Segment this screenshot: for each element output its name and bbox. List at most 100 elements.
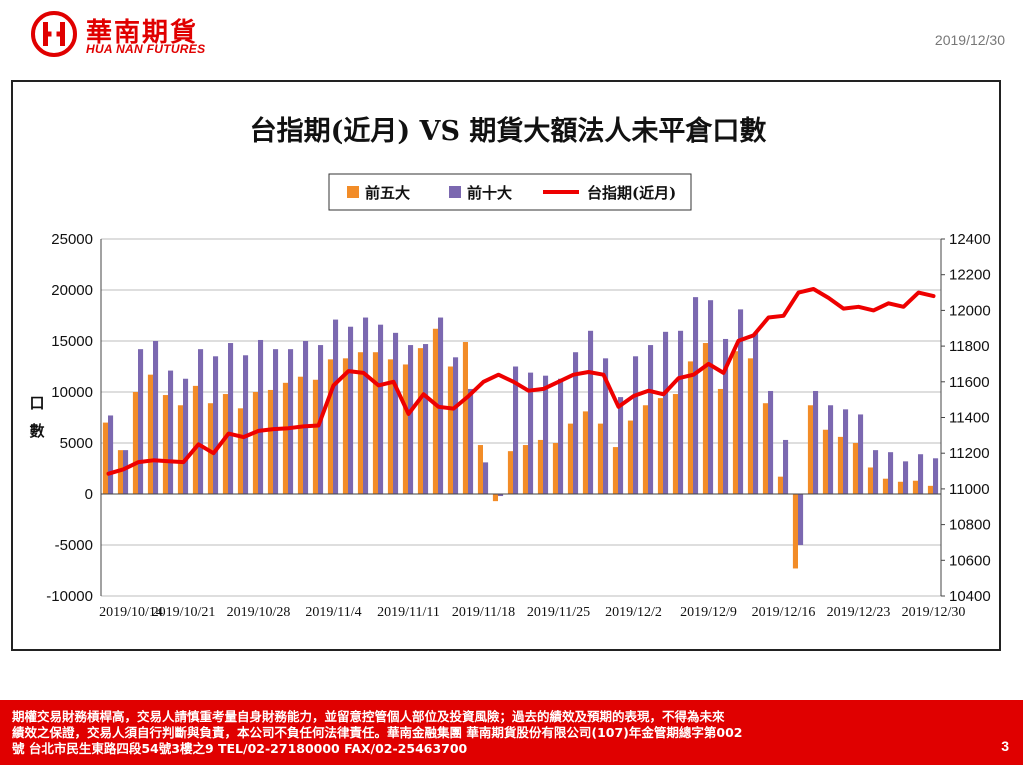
y-tick-label: 25000 bbox=[51, 231, 93, 248]
company-logo: 華南期貨 HUA NAN FUTURES bbox=[30, 10, 230, 60]
bar-top5 bbox=[327, 359, 333, 494]
y-tick-label: 20000 bbox=[51, 282, 93, 299]
bar-series bbox=[102, 297, 939, 569]
bar-top10 bbox=[603, 358, 609, 494]
bar-top5 bbox=[162, 395, 168, 494]
x-tick-label: 2019/11/4 bbox=[305, 605, 361, 620]
bar-top10 bbox=[378, 324, 384, 494]
bar-top10 bbox=[213, 356, 219, 494]
index-line bbox=[106, 287, 936, 476]
bar-top5 bbox=[807, 405, 813, 494]
y-tick-label: 5000 bbox=[60, 435, 93, 452]
bar-top5 bbox=[417, 348, 423, 494]
bar-top5 bbox=[402, 364, 408, 494]
legend-swatch bbox=[347, 186, 359, 198]
bar-top10 bbox=[768, 390, 774, 494]
bar-top5 bbox=[312, 379, 318, 494]
bar-top5 bbox=[627, 420, 633, 494]
bar-top10 bbox=[153, 341, 159, 494]
oi-vs-index-chart: 台指期(近月) VS 期貨大額法人未平倉口數 前五大 前十大 台指期(近月) -10… bbox=[29, 115, 990, 620]
disclaimer-line-3: 號 台北市民生東路四段54號3樓之9 TEL/02-27180000 FAX/0… bbox=[12, 741, 468, 756]
bar-top10 bbox=[918, 454, 924, 494]
legend-box bbox=[328, 173, 692, 211]
bar-top10 bbox=[813, 390, 819, 494]
y-axis-label-char: 口 bbox=[29, 394, 44, 412]
bar-top5 bbox=[267, 389, 273, 494]
logo-english-name: HUA NAN FUTURES bbox=[86, 42, 206, 56]
bar-top10 bbox=[138, 349, 144, 494]
bar-top5 bbox=[612, 447, 618, 494]
x-tick-label: 2019/10/14 bbox=[99, 605, 163, 620]
bar-top10 bbox=[183, 378, 189, 494]
y2-tick-label: 11600 bbox=[949, 374, 990, 391]
bar-top10 bbox=[558, 378, 564, 494]
bar-top5 bbox=[687, 361, 693, 494]
y2-tick-label: 11800 bbox=[949, 338, 990, 355]
logo-chinese-name: 華南期貨 bbox=[86, 18, 199, 48]
y-axis-label: 口數 bbox=[29, 394, 44, 440]
bar-top10 bbox=[858, 414, 864, 494]
bar-top10 bbox=[363, 317, 369, 494]
y-tick-label: 15000 bbox=[51, 333, 93, 350]
y-axis-label-char: 數 bbox=[29, 422, 44, 440]
page-number: 3 bbox=[1001, 738, 1009, 754]
bar-top5 bbox=[357, 352, 363, 494]
bar-top5 bbox=[792, 494, 798, 569]
bar-top5 bbox=[582, 411, 588, 494]
bar-top10 bbox=[618, 397, 624, 494]
x-tick-label: 2019/10/21 bbox=[152, 605, 216, 620]
index-line-series bbox=[106, 287, 936, 476]
axes: -10000 -5000 0 5000 10000 15000 20000 25000 1040… bbox=[46, 231, 990, 620]
chart-frame: 台指期(近月) VS 期貨大額法人未平倉口數 前五大 前十大 台指期(近月) -10… bbox=[11, 80, 1001, 651]
x-tick-label: 2019/12/2 bbox=[605, 605, 662, 620]
x-tick-label: 2019/12/9 bbox=[680, 605, 737, 620]
bar-top5 bbox=[297, 376, 303, 494]
bar-top10 bbox=[468, 388, 474, 494]
bar-top10 bbox=[678, 330, 684, 494]
bar-top10 bbox=[243, 355, 249, 494]
bar-top10 bbox=[903, 461, 909, 494]
bar-top10 bbox=[498, 494, 504, 497]
bar-top10 bbox=[333, 319, 339, 494]
bar-top5 bbox=[477, 445, 483, 494]
legend-swatch bbox=[449, 186, 461, 198]
bar-top10 bbox=[648, 345, 654, 494]
disclaimer-line-1: 期權交易財務槓桿高，交易人請慎重考量自身財務能力，並留意控管個人部位及投資風險；… bbox=[12, 709, 725, 724]
bar-top10 bbox=[738, 309, 744, 494]
bar-top5 bbox=[102, 422, 108, 494]
bar-top10 bbox=[693, 297, 699, 494]
y2-tick-label: 12000 bbox=[949, 302, 991, 319]
bar-top5 bbox=[492, 494, 498, 502]
bar-top5 bbox=[717, 388, 723, 494]
bar-top10 bbox=[663, 331, 669, 494]
bar-top10 bbox=[798, 494, 804, 545]
y2-tick-label: 11000 bbox=[949, 481, 990, 498]
y2-tick-label: 10400 bbox=[949, 588, 991, 605]
chart-title: 台指期(近月) VS 期貨大額法人未平倉口數 bbox=[250, 115, 767, 147]
bar-top5 bbox=[387, 359, 393, 494]
bar-top10 bbox=[258, 339, 264, 494]
y2-tick-label: 11400 bbox=[949, 410, 990, 427]
bar-top10 bbox=[543, 375, 549, 494]
x-tick-label: 2019/11/18 bbox=[452, 605, 515, 620]
disclaimer-text: 期權交易財務槓桿高，交易人請慎重考量自身財務能力，並留意控管個人部位及投資風險；… bbox=[12, 709, 932, 757]
bar-top5 bbox=[507, 451, 513, 494]
bar-top10 bbox=[588, 330, 594, 494]
bar-top10 bbox=[723, 338, 729, 494]
bar-top5 bbox=[192, 385, 198, 494]
bar-top5 bbox=[747, 358, 753, 494]
bar-top5 bbox=[147, 374, 153, 494]
y2-tick-label: 10600 bbox=[949, 552, 991, 569]
bar-top10 bbox=[633, 356, 639, 494]
bar-top10 bbox=[933, 458, 939, 494]
bar-top5 bbox=[282, 382, 288, 494]
bar-top5 bbox=[897, 481, 903, 494]
bar-top10 bbox=[753, 332, 759, 494]
bar-top5 bbox=[852, 443, 858, 494]
report-date: 2019/12/30 bbox=[934, 32, 1005, 48]
bar-top10 bbox=[708, 300, 714, 494]
chart-legend: 前五大 前十大 台指期(近月) bbox=[328, 173, 692, 211]
bar-top10 bbox=[888, 452, 894, 494]
bar-top5 bbox=[672, 394, 678, 494]
hua-nan-emblem-icon bbox=[31, 11, 77, 57]
